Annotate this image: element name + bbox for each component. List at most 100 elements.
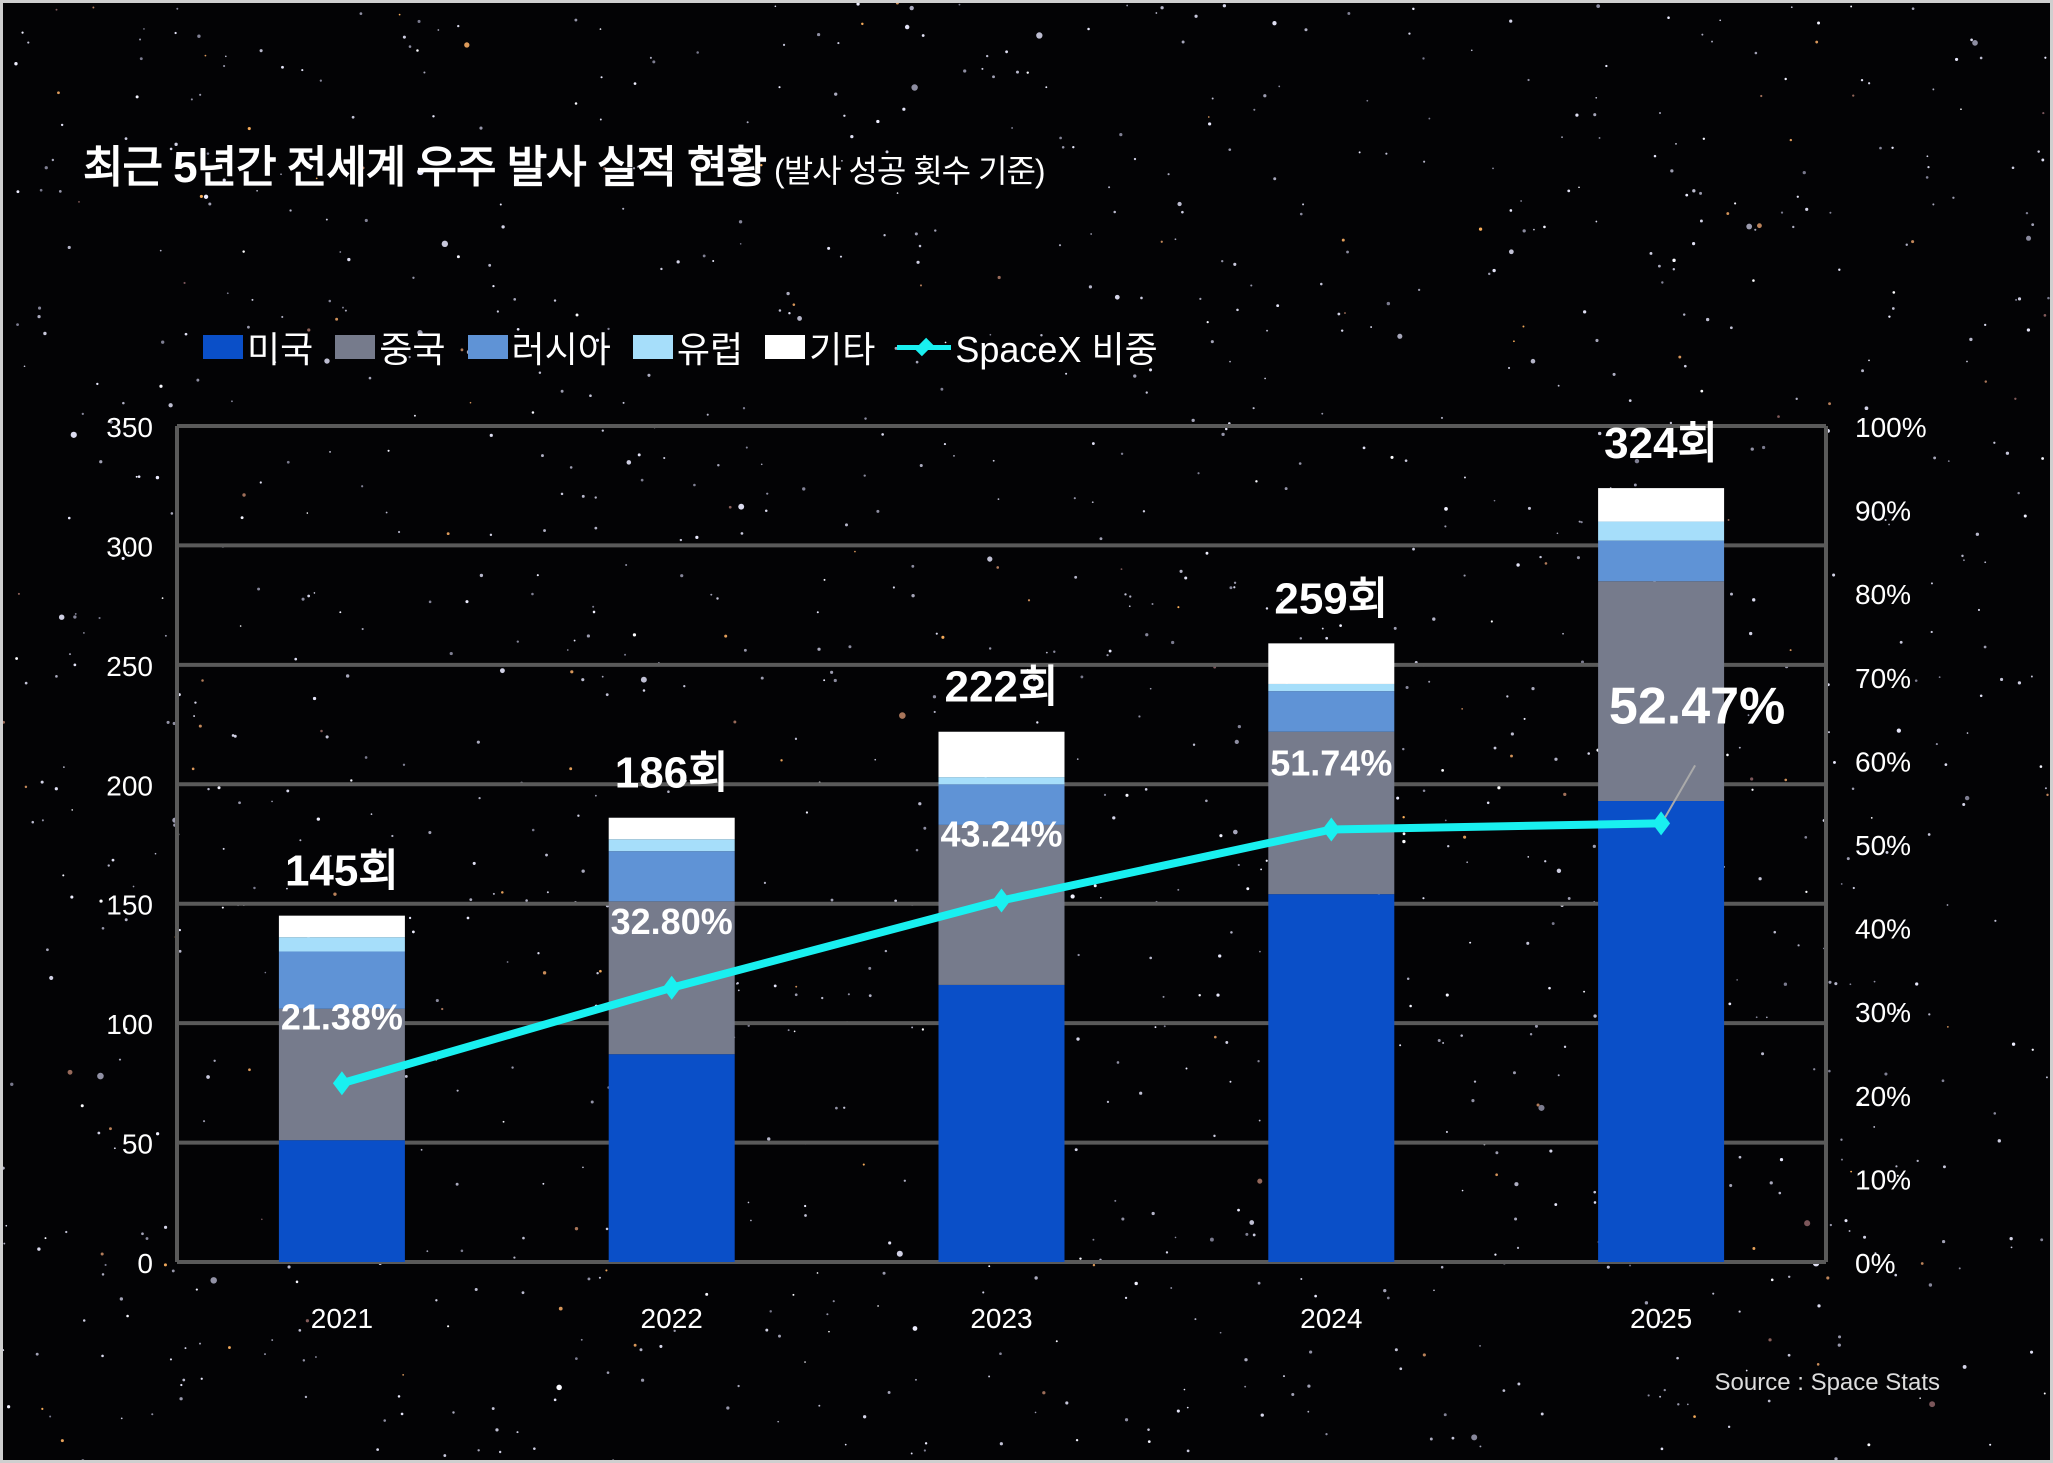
star: [206, 152, 210, 155]
star: [587, 1277, 591, 1281]
star: [248, 1068, 251, 1072]
star: [1677, 1403, 1680, 1406]
star: [1181, 210, 1184, 214]
star: [804, 1214, 807, 1217]
star: [933, 710, 936, 714]
star: [402, 35, 406, 39]
star: [1174, 1236, 1177, 1239]
star: [639, 1348, 643, 1352]
star: [594, 526, 598, 530]
star: [3, 1166, 5, 1170]
star: [1045, 86, 1048, 89]
star: [1488, 272, 1491, 276]
star: [1386, 301, 1391, 306]
star: [1840, 1138, 1843, 1141]
star: [57, 91, 60, 95]
star: [921, 34, 925, 37]
star: [2011, 166, 2015, 170]
y-tick-label: 50: [122, 1129, 153, 1160]
star: [570, 670, 574, 674]
star: [625, 564, 628, 567]
star: [1852, 94, 1855, 97]
star: [1229, 586, 1233, 590]
star: [118, 1058, 122, 1061]
star: [1207, 116, 1210, 118]
star: [2046, 793, 2049, 797]
star: [1686, 1403, 1689, 1406]
star: [1994, 919, 1997, 922]
star: [368, 376, 372, 380]
star: [1970, 38, 1973, 42]
star: [710, 593, 713, 596]
star: [684, 779, 687, 782]
star: [1059, 136, 1062, 140]
star: [590, 1100, 594, 1104]
star: [27, 41, 30, 44]
star: [1113, 210, 1116, 214]
star: [1554, 757, 1558, 761]
bar-segment-유럽: [1268, 683, 1395, 692]
star: [636, 166, 639, 168]
star: [1649, 251, 1653, 255]
star: [885, 150, 889, 154]
star: [78, 201, 80, 203]
star: [1077, 953, 1080, 957]
star: [1112, 816, 1116, 820]
star: [1151, 602, 1154, 605]
star: [58, 614, 65, 620]
star: [2010, 1246, 2013, 1249]
star: [778, 309, 782, 312]
star: [659, 1344, 663, 1348]
star: [1828, 402, 1832, 406]
star: [1087, 27, 1090, 31]
star: [1492, 167, 1494, 170]
star: [347, 257, 351, 262]
star: [1817, 21, 1821, 25]
star: [988, 1375, 991, 1378]
star: [1463, 835, 1467, 839]
star: [1493, 746, 1497, 750]
star: [733, 720, 737, 724]
star: [378, 850, 382, 854]
star: [319, 79, 322, 82]
star: [242, 250, 245, 253]
star: [509, 161, 513, 165]
star: [1827, 731, 1830, 734]
star: [1510, 732, 1514, 736]
star: [1138, 715, 1141, 718]
star: [351, 115, 355, 119]
star: [364, 1318, 367, 1321]
star: [850, 135, 854, 139]
star: [1593, 1014, 1597, 1018]
star: [1885, 850, 1889, 854]
star: [1300, 1278, 1303, 1280]
star: [794, 737, 798, 740]
star: [581, 678, 585, 682]
star: [1962, 802, 1966, 806]
star: [492, 284, 495, 288]
star: [1954, 57, 1959, 61]
star: [287, 1265, 291, 1269]
bar-segment-러시아: [1268, 691, 1395, 732]
star: [1884, 519, 1887, 521]
star: [24, 785, 28, 789]
star: [863, 1415, 867, 1419]
star: [1032, 677, 1036, 681]
star: [915, 848, 919, 852]
star: [1930, 630, 1933, 634]
star: [316, 817, 321, 821]
star: [73, 615, 77, 619]
star: [1657, 264, 1661, 268]
star: [988, 647, 992, 650]
y2-tick-label: 10%: [1855, 1164, 1911, 1195]
star: [649, 56, 652, 59]
star: [1473, 1080, 1477, 1083]
star: [1562, 632, 1564, 635]
star: [1530, 358, 1536, 364]
star: [1133, 157, 1137, 161]
star: [1229, 1080, 1232, 1083]
star: [816, 611, 819, 614]
star: [329, 854, 332, 857]
star: [802, 487, 806, 491]
star: [1236, 308, 1239, 312]
